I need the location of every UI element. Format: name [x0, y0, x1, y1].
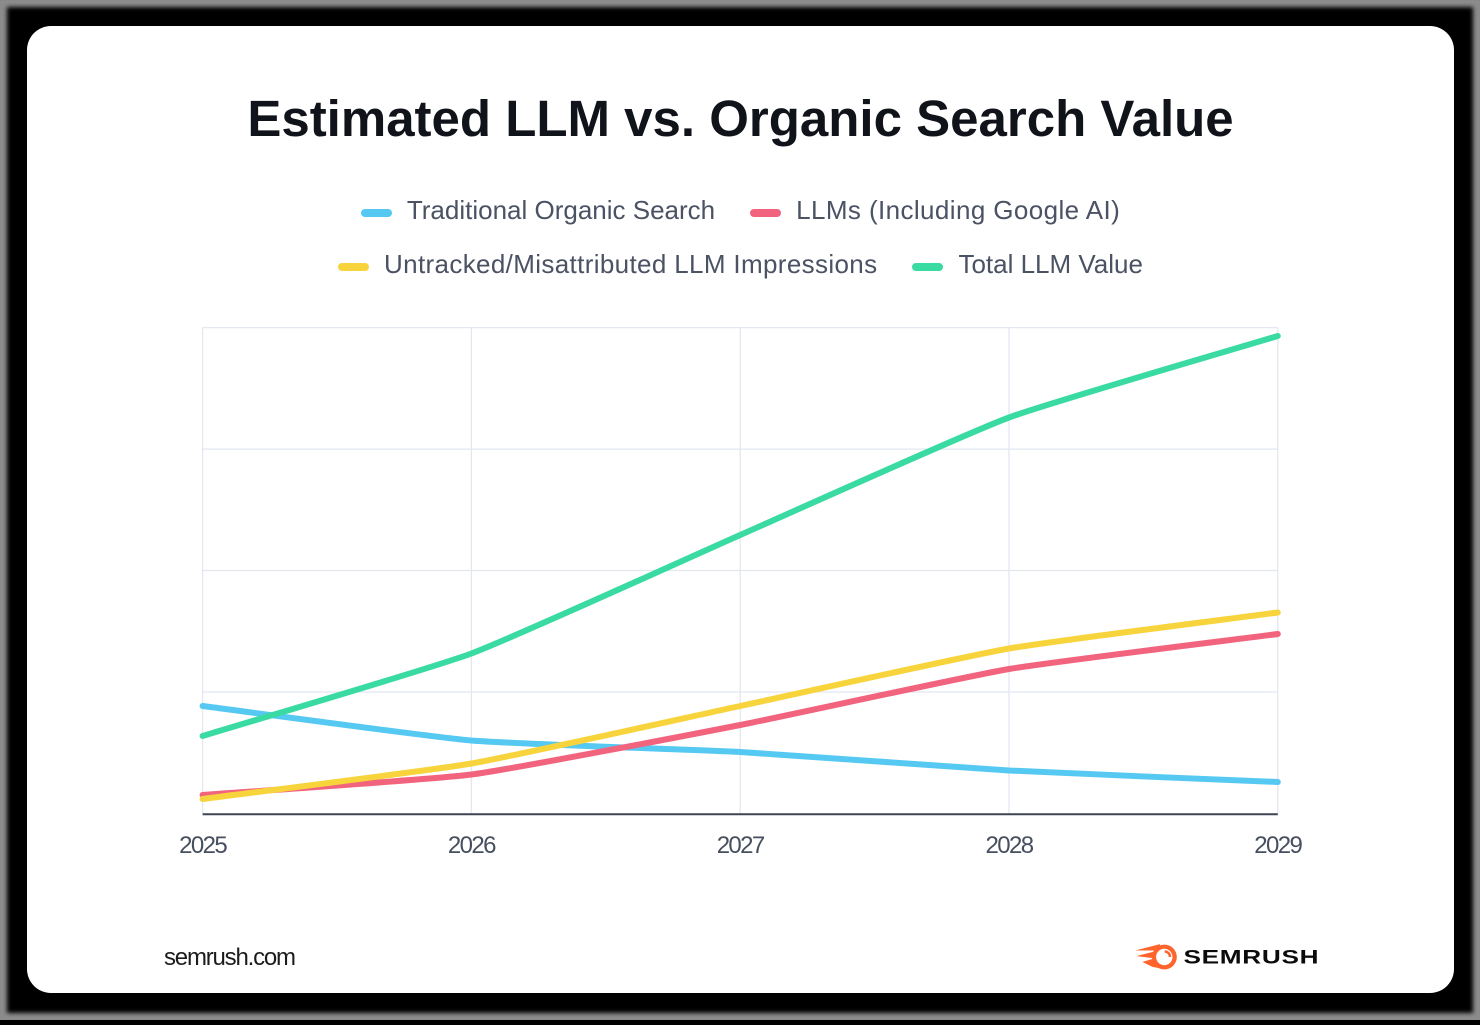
- svg-text:SEMRUSH: SEMRUSH: [1184, 946, 1320, 968]
